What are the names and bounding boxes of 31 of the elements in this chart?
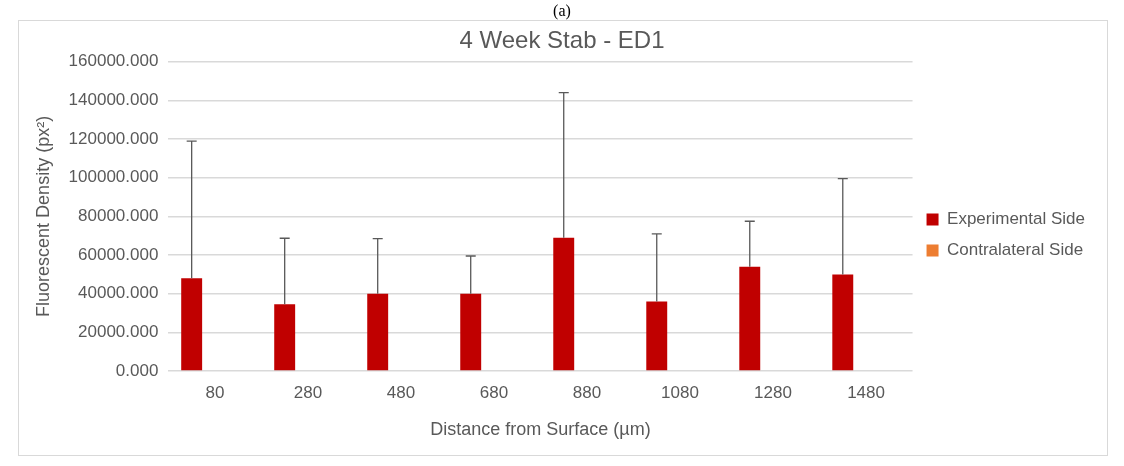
x-tick-label: 280	[293, 382, 323, 402]
y-tick-label: 140000.000	[68, 90, 159, 110]
y-tick-label: 80000.000	[78, 206, 159, 226]
y-tick-label: 0.000	[115, 360, 159, 380]
x-axis-title: Distance from Surface (µm)	[430, 419, 651, 440]
y-tick-label: 100000.000	[68, 167, 159, 187]
legend-label: Experimental Side	[947, 209, 1086, 229]
x-tick-label: 80	[205, 382, 225, 402]
bar	[832, 274, 854, 371]
bar	[460, 293, 482, 371]
x-tick-label: 680	[479, 382, 509, 402]
x-tick-label: 1280	[754, 382, 792, 402]
text: (a)	[552, 2, 572, 20]
y-tick-label: 20000.000	[78, 322, 159, 342]
bar	[274, 304, 296, 371]
bar	[646, 301, 668, 371]
chart-title: 4 Week Stab - ED1	[459, 26, 665, 54]
bar	[553, 237, 575, 371]
legend-label: Contralateral Side	[947, 240, 1084, 260]
x-tick-label: 480	[386, 382, 416, 402]
y-tick-label: 40000.000	[78, 283, 159, 303]
y-axis-title: Fluorescent Density (px²)	[32, 115, 53, 317]
x-tick-label: 1480	[847, 382, 885, 402]
x-tick-label: 1080	[661, 382, 699, 402]
y-tick-label: 60000.000	[78, 244, 159, 264]
y-tick-label: 160000.000	[68, 51, 159, 71]
y-tick-label: 120000.000	[68, 128, 159, 148]
bar	[367, 293, 389, 371]
x-tick-label: 880	[572, 382, 602, 402]
bar	[739, 266, 761, 371]
bar	[181, 278, 203, 371]
